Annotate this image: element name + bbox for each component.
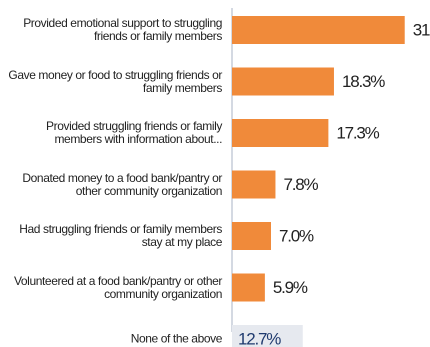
category-label: Provided emotional support to struggling… xyxy=(23,16,222,43)
category-label: Gave money or food to struggling friends… xyxy=(8,67,222,95)
bar xyxy=(232,222,271,250)
value-label: 7.0% xyxy=(279,226,314,245)
value-label: 12.7% xyxy=(238,329,281,347)
bar xyxy=(232,67,334,96)
value-label: 17.3% xyxy=(336,123,379,142)
category-label: Volunteered at a food bank/pantry or oth… xyxy=(13,273,222,301)
bar xyxy=(232,325,303,347)
category-label: Had struggling friends or family members… xyxy=(19,222,222,249)
bar xyxy=(232,170,276,199)
bar xyxy=(232,273,265,302)
category-label: Provided struggling friends or family me… xyxy=(46,119,222,146)
value-label: 5.9% xyxy=(273,278,308,297)
value-label: 7.8% xyxy=(283,175,318,194)
value-label: 18.3% xyxy=(342,72,385,91)
bar xyxy=(232,119,329,147)
category-label: None of the above xyxy=(130,331,223,346)
category-label: Donated money to a food bank/pantry or o… xyxy=(22,170,222,198)
bar xyxy=(232,16,405,44)
value-label: 31.0% xyxy=(413,20,430,39)
